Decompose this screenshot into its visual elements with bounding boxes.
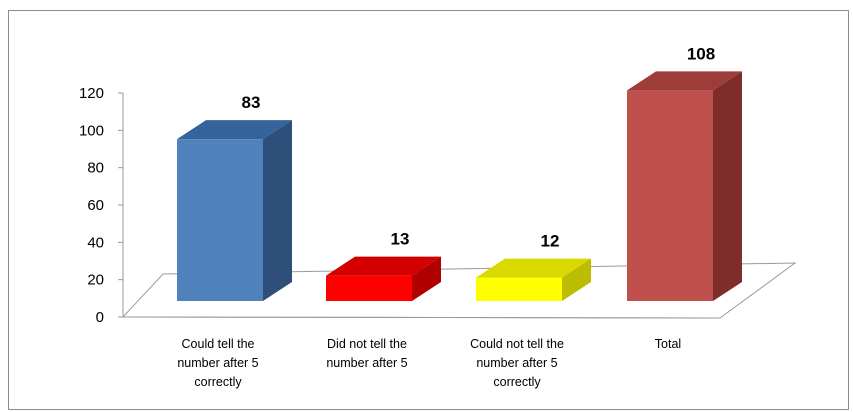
bar-front xyxy=(627,90,713,302)
x-category-label-line: Could tell the xyxy=(182,337,255,351)
x-category-label: Could not tell the number after 5 correctl… xyxy=(470,337,564,389)
bar xyxy=(627,71,742,302)
x-category-label: Total xyxy=(655,337,681,351)
x-category-label-line: correctly xyxy=(493,375,541,389)
bars xyxy=(177,71,742,302)
y-tick-label: 100 xyxy=(79,122,104,139)
data-label: 108 xyxy=(687,44,715,63)
data-label: 13 xyxy=(391,230,410,249)
bar xyxy=(476,258,591,301)
bar-side xyxy=(263,120,292,302)
bar-side xyxy=(412,256,441,301)
y-tick-label: 20 xyxy=(87,272,104,289)
bar-front xyxy=(177,139,263,301)
x-category-label-line: correctly xyxy=(194,375,242,389)
data-label: 12 xyxy=(541,232,560,251)
bar-side xyxy=(713,71,742,302)
y-axis: 0 20 40 60 80 100 120 xyxy=(79,85,124,326)
data-label: 83 xyxy=(242,93,261,112)
bar-front xyxy=(476,277,562,301)
bar-top xyxy=(177,120,292,140)
bar-side xyxy=(562,258,591,301)
labels: 83 Could tell the number after 5 correctly 1… xyxy=(177,44,715,389)
x-category-label-line: Did not tell the xyxy=(327,337,407,351)
floor-front-edge xyxy=(122,316,721,319)
x-category-label-line: number after 5 xyxy=(326,356,407,370)
x-category-label: Could tell the number after 5 correctly xyxy=(177,337,258,389)
bar xyxy=(177,120,292,302)
bar-front xyxy=(326,275,412,301)
y-tick-label: 40 xyxy=(87,234,104,251)
x-category-label: Did not tell the number after 5 xyxy=(326,337,407,370)
x-category-label-line: Could not tell the xyxy=(470,337,564,351)
bar-top xyxy=(476,258,591,278)
y-tick-label: 80 xyxy=(87,160,104,177)
x-category-label-line: number after 5 xyxy=(177,356,258,370)
y-tick-label: 0 xyxy=(96,309,104,326)
bar xyxy=(326,256,441,301)
bar-top xyxy=(326,256,441,276)
bar-top xyxy=(627,71,742,91)
x-category-label-line: number after 5 xyxy=(476,356,557,370)
y-tick-label: 60 xyxy=(87,197,104,214)
y-tick-label: 120 xyxy=(79,85,104,102)
x-category-label-line: Total xyxy=(655,337,681,351)
